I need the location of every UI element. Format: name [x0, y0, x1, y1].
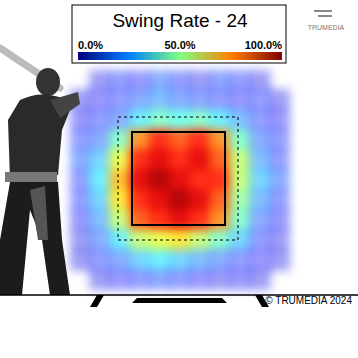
svg-text:100.0%: 100.0% [245, 39, 283, 51]
svg-text:Swing Rate - 24: Swing Rate - 24 [112, 10, 248, 31]
svg-text:TRUMEDIA: TRUMEDIA [308, 24, 345, 31]
svg-text:0.0%: 0.0% [78, 39, 103, 51]
svg-text:50.0%: 50.0% [164, 39, 195, 51]
svg-text:© TRUMEDIA 2024: © TRUMEDIA 2024 [265, 295, 352, 306]
